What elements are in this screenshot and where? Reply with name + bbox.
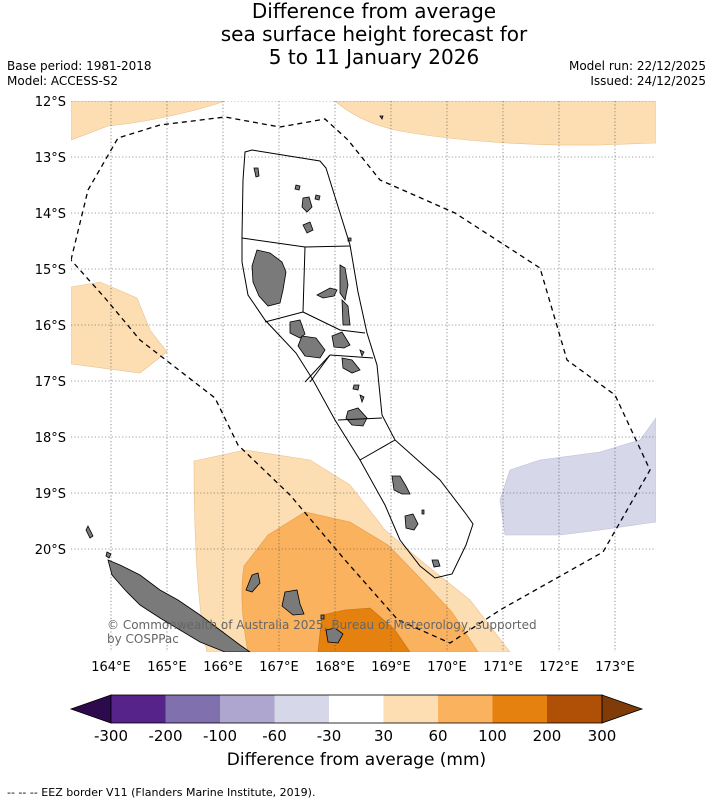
lat-label: 17°S xyxy=(35,375,66,390)
eez-border xyxy=(71,116,651,644)
lat-label: 16°S xyxy=(35,319,66,334)
lon-label: 172°E xyxy=(539,660,579,675)
lon-label: 169°E xyxy=(371,660,411,675)
lon-label: 165°E xyxy=(147,660,187,675)
lat-label: 18°S xyxy=(35,431,66,446)
lon-label: 171°E xyxy=(483,660,523,675)
model-name: Model: ACCESS-S2 xyxy=(7,74,119,88)
gridlines xyxy=(71,101,656,652)
colorbar-segment xyxy=(329,695,384,723)
colorbar-segment xyxy=(111,695,166,723)
lon-label: 164°E xyxy=(91,660,131,675)
colorbar-segment xyxy=(547,695,602,723)
title-line-3: 5 to 11 January 2026 xyxy=(268,45,480,69)
attribution-line-2: by COSPPac xyxy=(107,632,179,646)
lat-label: 14°S xyxy=(35,207,66,222)
attribution-line-1: © Commonwealth of Australia 2025, Bureau… xyxy=(107,618,537,632)
colorbar-segment xyxy=(165,695,220,723)
lat-label: 19°S xyxy=(35,487,66,502)
meta-left: Base period: 1981-2018 Model: ACCESS-S2 xyxy=(7,59,152,89)
colorbar-segment xyxy=(274,695,329,723)
colorbar-tick: 100 xyxy=(478,727,507,745)
anomaly-region-north-east xyxy=(334,101,656,146)
colorbar-tick: -300 xyxy=(94,727,128,745)
eez-footnote: -- -- -- EEZ border V11 (Flanders Marine… xyxy=(7,786,316,799)
model-run: Model run: 22/12/2025 xyxy=(568,59,706,73)
lat-label: 13°S xyxy=(35,151,66,166)
colorbar-tick: -200 xyxy=(148,727,182,745)
longitude-labels: 164°E 165°E 166°E 167°E 168°E 169°E 170°… xyxy=(91,660,635,675)
colorbar-tick: 30 xyxy=(374,727,393,745)
colorbar-segment xyxy=(492,695,547,723)
anomaly-region-east-negative xyxy=(499,417,656,536)
latitude-labels: 12°S 13°S 14°S 15°S 16°S 17°S 18°S 19°S … xyxy=(35,95,66,558)
base-period: Base period: 1981-2018 xyxy=(7,59,152,73)
map-title: Difference from average sea surface heig… xyxy=(0,0,713,69)
anomaly-region-south-orange xyxy=(241,511,479,652)
colorbar-ticks: -300 -200 -100 -60 -30 30 60 100 200 300 xyxy=(94,727,616,745)
issued-date: Issued: 24/12/2025 xyxy=(590,74,706,88)
colorbar-tick: 200 xyxy=(533,727,562,745)
lon-label: 166°E xyxy=(203,660,243,675)
colorbar-segment xyxy=(220,695,275,723)
colorbar-tick: 60 xyxy=(428,727,447,745)
title-line-2: sea surface height forecast for xyxy=(220,22,528,46)
vanuatu-islands xyxy=(251,115,441,568)
lon-label: 173°E xyxy=(595,660,635,675)
colorbar-tick: -30 xyxy=(317,727,342,745)
colorbar-segment xyxy=(383,695,438,723)
anomaly-region-west xyxy=(71,281,168,374)
colorbar-segment xyxy=(438,695,493,723)
anomaly-region-north-west xyxy=(71,101,226,141)
lat-label: 15°S xyxy=(35,263,66,278)
colorbar-label: Difference from average (mm) xyxy=(226,750,487,770)
map-area: © Commonwealth of Australia 2025, Bureau… xyxy=(71,101,656,652)
lon-label: 167°E xyxy=(259,660,299,675)
title-line-1: Difference from average xyxy=(251,0,497,23)
colorbar-cap-left xyxy=(69,694,112,724)
meta-right: Model run: 22/12/2025 Issued: 24/12/2025 xyxy=(569,59,706,89)
colorbar-cap-right xyxy=(601,694,644,724)
anomaly-region-south-deep xyxy=(317,607,411,652)
colorbar-tick: -60 xyxy=(262,727,287,745)
colorbar-tick: 300 xyxy=(588,727,617,745)
colorbar: -300 -200 -100 -60 -30 30 60 100 200 300 xyxy=(69,694,644,745)
vanuatu-outline xyxy=(241,149,474,579)
lat-label: 20°S xyxy=(35,543,66,558)
lon-label: 170°E xyxy=(427,660,467,675)
colorbar-tick: -100 xyxy=(203,727,237,745)
lat-label: 12°S xyxy=(35,95,66,110)
new-caledonia-islands xyxy=(85,525,344,652)
lon-label: 168°E xyxy=(315,660,355,675)
